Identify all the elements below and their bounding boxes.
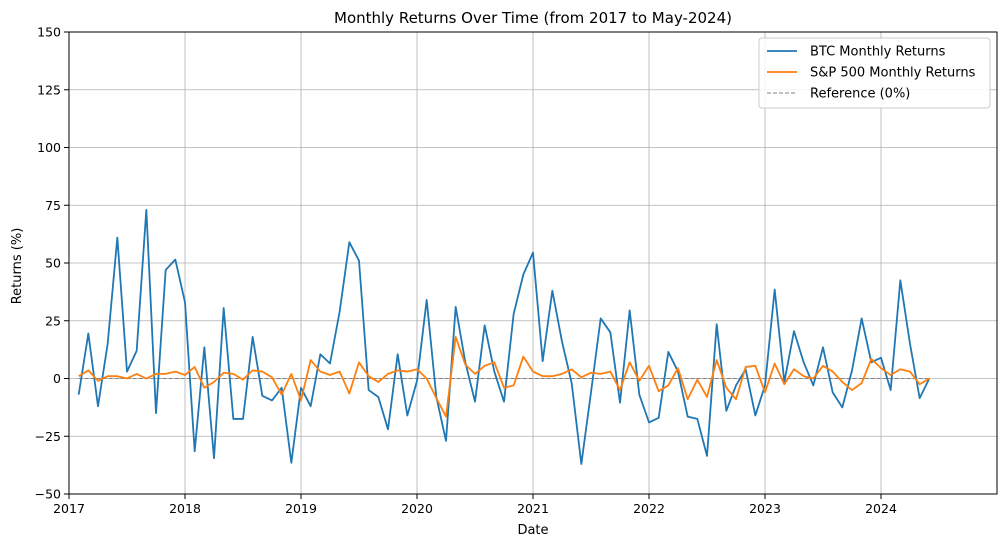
y-tick-label: 125: [37, 82, 61, 97]
btc-returns-line: [77, 208, 931, 465]
legend: BTC Monthly Returns S&P 500 Monthly Retu…: [758, 37, 991, 109]
x-axis-ticks: 2017 2018 2019 2020 2021 2022 2023 2024: [53, 494, 897, 516]
y-axis-title: Returns (%): [10, 228, 25, 305]
x-tick-label: 2020: [401, 501, 433, 516]
x-tick-label: 2019: [285, 501, 317, 516]
y-tick-label: −25: [35, 429, 61, 444]
y-tick-label: 25: [45, 313, 61, 328]
y-tick-label: 150: [37, 25, 61, 40]
legend-label-sp500: S&P 500 Monthly Returns: [810, 66, 976, 81]
sp500-returns-line: [78, 336, 930, 418]
x-tick-label: 2017: [53, 501, 85, 516]
legend-label-btc: BTC Monthly Returns: [810, 45, 946, 60]
y-tick-label: 100: [37, 140, 61, 155]
x-tick-label: 2022: [633, 501, 665, 516]
y-tick-label: 50: [45, 256, 61, 271]
x-tick-label: 2023: [749, 501, 781, 516]
x-tick-label: 2024: [865, 501, 897, 516]
legend-label-reference: Reference (0%): [810, 87, 910, 102]
x-tick-label: 2021: [517, 501, 549, 516]
legend-box: [758, 37, 991, 109]
x-axis-title: Date: [517, 523, 548, 538]
y-tick-label: 0: [53, 371, 61, 386]
x-tick-label: 2018: [169, 501, 201, 516]
chart-title: Monthly Returns Over Time (from 2017 to …: [334, 9, 732, 27]
series-lines: [77, 208, 931, 465]
y-axis-ticks: 150 125 100 75 50 25 0 −25 −50: [35, 25, 69, 502]
y-tick-label: −50: [35, 487, 61, 502]
y-tick-label: 75: [45, 198, 61, 213]
